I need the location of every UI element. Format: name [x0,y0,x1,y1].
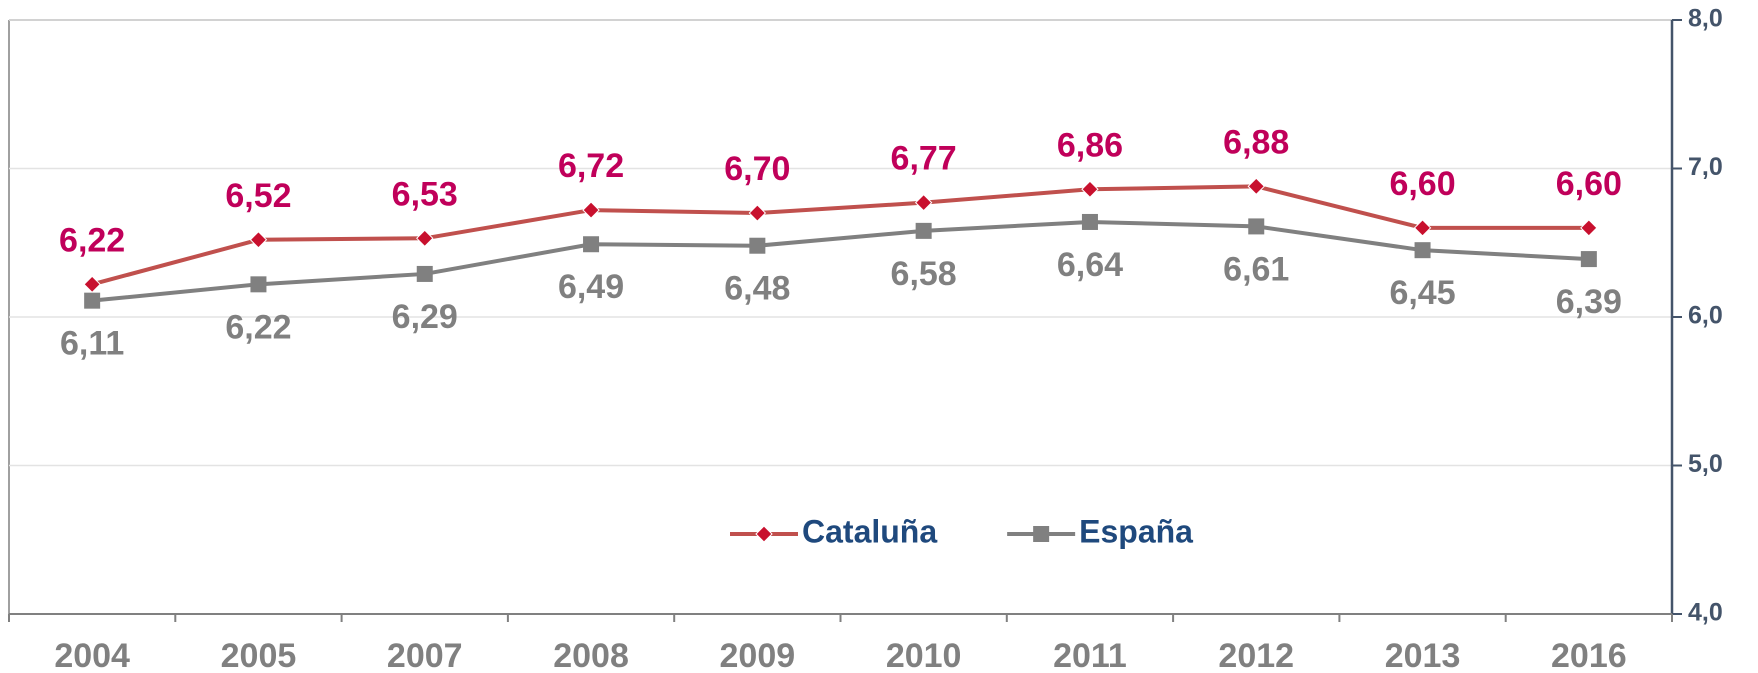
y-tick-label: 5,0 [1688,450,1723,478]
data-point [1414,242,1431,259]
data-label: 6,58 [891,255,957,293]
data-label: 6,49 [558,268,624,306]
data-point [83,275,101,294]
x-tick-label: 2008 [553,637,629,673]
data-label: 6,48 [724,270,790,308]
x-tick-label: 2007 [387,637,463,673]
x-tick-label: 2013 [1385,637,1461,673]
data-point [1413,219,1432,237]
data-label: 6,53 [392,175,458,213]
data-label: 6,86 [1057,126,1123,164]
x-tick-label: 2010 [886,637,962,673]
legend-marker [1033,526,1050,542]
data-label: 6,88 [1223,123,1289,161]
legend-label: España [1079,513,1193,549]
data-point [416,229,434,248]
data-point [249,231,268,249]
data-label: 6,22 [225,308,291,346]
data-point [915,222,932,239]
data-point [416,265,433,282]
x-tick-label: 2005 [221,637,297,673]
data-point [582,201,600,219]
legend-marker [755,525,773,543]
data-label: 6,22 [59,221,125,259]
x-tick-label: 2012 [1218,637,1294,673]
y-tick-label: 6,0 [1688,302,1723,330]
data-point [1081,213,1098,230]
y-tick-label: 7,0 [1688,153,1723,181]
legend-label: Cataluña [802,513,937,549]
data-point [1580,219,1598,237]
series-line [91,184,1589,287]
data-point [250,276,267,293]
data-point [914,193,933,212]
data-label: 6,70 [724,150,790,188]
x-tick-label: 2016 [1551,637,1627,673]
x-tick-label: 2009 [720,637,796,673]
x-tick-label: 2011 [1053,637,1127,673]
data-point [748,204,767,222]
data-point [1081,180,1099,198]
data-point [583,236,600,253]
y-tick-label: 8,0 [1688,5,1723,33]
data-label: 6,11 [60,325,124,363]
y-tick-label: 4,0 [1688,599,1723,627]
data-label: 6,72 [558,147,624,185]
data-label: 6,29 [392,298,458,336]
data-point [1580,251,1597,268]
series-line [91,219,1589,303]
data-point [1247,177,1265,196]
data-label: 6,60 [1389,165,1455,203]
data-label: 6,45 [1389,274,1455,312]
x-tick-label: 2004 [54,637,130,673]
data-label: 6,39 [1556,283,1622,321]
data-point [1248,218,1265,235]
data-point [84,292,101,309]
data-label: 6,64 [1057,246,1123,284]
data-label: 6,61 [1223,250,1289,288]
data-label: 6,60 [1556,165,1622,203]
data-label: 6,52 [225,177,291,215]
data-point [749,237,766,254]
data-label: 6,77 [891,140,957,178]
